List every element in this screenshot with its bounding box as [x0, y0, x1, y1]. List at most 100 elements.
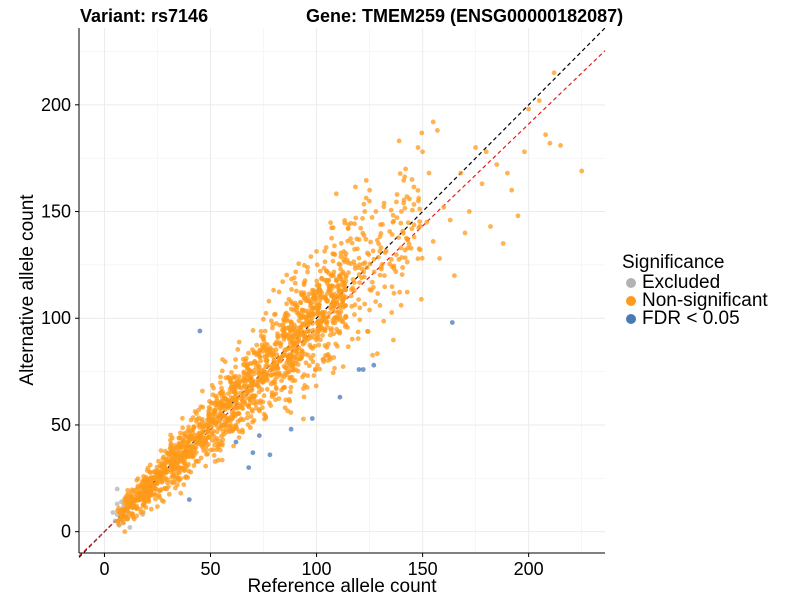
- point-non-significant: [391, 290, 397, 296]
- point-non-significant: [389, 310, 395, 315]
- point-non-significant: [447, 217, 453, 223]
- point-non-significant: [419, 130, 425, 136]
- point-non-significant: [284, 301, 289, 307]
- point-non-significant: [488, 224, 493, 229]
- point-non-significant: [579, 168, 585, 174]
- point-non-significant: [200, 445, 206, 450]
- point-non-significant: [430, 119, 436, 125]
- point-non-significant: [311, 288, 317, 293]
- legend-title: Significance: [622, 252, 725, 273]
- point-non-significant: [219, 457, 225, 463]
- point-non-significant: [231, 374, 236, 379]
- point-non-significant: [222, 359, 228, 365]
- point-non-significant: [260, 399, 266, 405]
- point-non-significant: [241, 369, 247, 375]
- point-non-significant: [315, 312, 321, 317]
- point-non-significant: [382, 250, 388, 256]
- point-non-significant: [321, 356, 327, 362]
- point-non-significant: [256, 365, 262, 370]
- point-non-significant: [373, 299, 379, 304]
- point-non-significant: [193, 459, 199, 464]
- point-non-significant: [156, 458, 161, 464]
- point-non-significant: [251, 418, 257, 423]
- point-non-significant: [349, 240, 355, 246]
- point-non-significant: [331, 251, 337, 257]
- point-non-significant: [341, 257, 346, 263]
- point-non-significant: [206, 408, 212, 414]
- point-non-significant: [134, 513, 140, 519]
- point-non-significant: [256, 369, 262, 375]
- legend-item-excluded: Excluded: [622, 272, 768, 293]
- point-non-significant: [250, 328, 256, 333]
- gene-title: Gene: TMEM259 (ENSG00000182087): [306, 6, 624, 26]
- point-fdr-0-05: [246, 465, 252, 470]
- point-non-significant: [217, 414, 222, 419]
- point-non-significant: [292, 378, 298, 383]
- point-non-significant: [209, 430, 215, 436]
- point-non-significant: [308, 254, 314, 259]
- point-non-significant: [193, 440, 199, 445]
- point-non-significant: [330, 225, 336, 231]
- point-fdr-0-05: [371, 362, 377, 368]
- point-non-significant: [310, 346, 315, 351]
- point-non-significant: [199, 429, 205, 435]
- point-non-significant: [166, 484, 171, 489]
- point-non-significant: [337, 330, 343, 336]
- point-fdr-0-05: [449, 320, 455, 325]
- point-non-significant: [264, 342, 270, 347]
- point-non-significant: [494, 162, 500, 168]
- point-non-significant: [237, 429, 242, 434]
- point-non-significant: [400, 265, 405, 270]
- point-non-significant: [301, 372, 307, 377]
- point-non-significant: [322, 248, 327, 254]
- point-non-significant: [172, 443, 178, 448]
- point-non-significant: [379, 266, 384, 272]
- point-non-significant: [362, 209, 368, 214]
- point-non-significant: [140, 501, 146, 507]
- x-tick-label: 50: [200, 559, 220, 579]
- point-non-significant: [375, 291, 381, 296]
- point-non-significant: [250, 378, 256, 383]
- point-non-significant: [276, 355, 282, 361]
- legend-label-excluded: Excluded: [642, 272, 721, 293]
- y-tick-label: 0: [61, 522, 71, 542]
- point-non-significant: [359, 266, 365, 272]
- point-non-significant: [241, 362, 246, 367]
- point-non-significant: [180, 437, 186, 443]
- point-non-significant: [185, 441, 191, 446]
- point-non-significant: [301, 416, 306, 422]
- point-non-significant: [271, 287, 276, 293]
- point-non-significant: [377, 234, 383, 240]
- point-non-significant: [558, 143, 563, 148]
- point-non-significant: [337, 304, 343, 310]
- point-non-significant: [381, 318, 387, 324]
- point-non-significant: [307, 342, 313, 348]
- point-non-significant: [294, 310, 300, 316]
- point-non-significant: [241, 383, 247, 389]
- point-non-significant: [249, 373, 254, 379]
- point-non-significant: [207, 399, 212, 404]
- point-non-significant: [275, 374, 280, 380]
- point-non-significant: [155, 504, 160, 509]
- point-non-significant: [292, 303, 298, 308]
- point-non-significant: [328, 273, 334, 279]
- point-non-significant: [343, 322, 348, 327]
- point-non-significant: [231, 443, 237, 449]
- point-non-significant: [361, 201, 367, 207]
- point-non-significant: [406, 241, 412, 247]
- point-non-significant: [374, 237, 380, 243]
- point-non-significant: [241, 393, 246, 399]
- point-non-significant: [329, 235, 334, 241]
- point-non-significant: [262, 328, 268, 334]
- point-non-significant: [219, 385, 224, 391]
- point-non-significant: [185, 475, 191, 480]
- point-non-significant: [164, 480, 170, 485]
- point-non-significant: [154, 486, 159, 492]
- point-non-significant: [218, 380, 223, 385]
- point-fdr-0-05: [197, 328, 203, 334]
- point-non-significant: [354, 236, 360, 242]
- point-non-significant: [452, 273, 457, 278]
- point-non-significant: [350, 277, 356, 282]
- point-non-significant: [178, 430, 183, 436]
